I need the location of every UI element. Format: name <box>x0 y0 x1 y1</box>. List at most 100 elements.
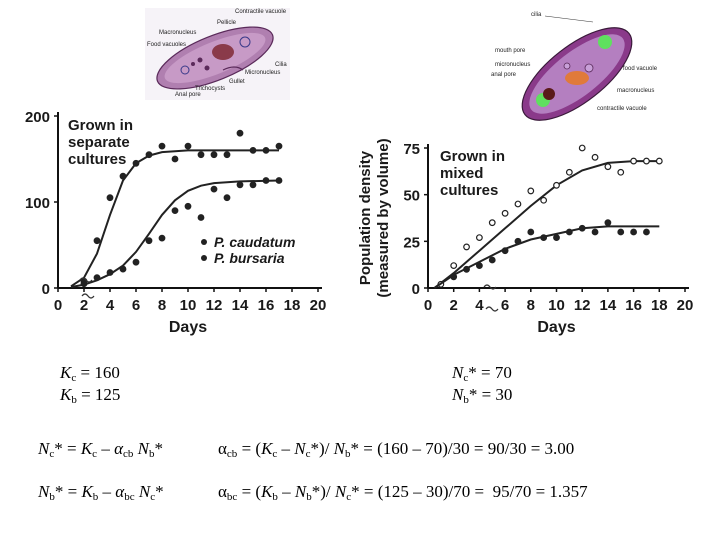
x-tick-label: 2 <box>450 297 458 314</box>
data-point-p-bursaria <box>249 181 257 189</box>
data-point-p-bursaria <box>450 273 458 281</box>
y-tick-label: 50 <box>403 188 420 205</box>
label-pellicle: Pellicle <box>217 20 237 26</box>
data-point-p-bursaria <box>488 256 496 264</box>
x-tick-label: 0 <box>424 297 432 314</box>
paramecium-bursaria-drawing <box>521 15 633 121</box>
data-point-p-bursaria <box>184 202 192 210</box>
x-tick-label: 18 <box>651 297 668 314</box>
label-macronucleus-2: macronucleus <box>617 88 655 94</box>
data-point-p-bursaria <box>80 280 88 288</box>
series-curve-p-bursaria <box>433 225 660 289</box>
data-point-p-bursaria <box>223 194 231 202</box>
data-point-p-caudatum <box>501 209 509 217</box>
data-point-p-bursaria <box>106 269 114 276</box>
x-tick-label: 10 <box>548 297 565 314</box>
x-tick-label: 2 <box>80 297 88 314</box>
y-tick-label: 0 <box>42 281 50 298</box>
x-tick-label: 8 <box>158 297 166 314</box>
x-tick-label: 4 <box>106 297 115 314</box>
data-point-p-caudatum <box>145 151 153 159</box>
y-axis-label-units: (measured by volume) <box>375 138 392 297</box>
label-gullet: Gullet <box>229 79 245 85</box>
label-micronucleus: Micronucleus <box>245 70 281 76</box>
alpha-bc-calculation: αbc = (Kb – Nb*)/ Nc* = (125 – 30)/70 = … <box>218 482 588 503</box>
data-point-p-caudatum <box>236 129 244 137</box>
data-point-p-caudatum <box>578 144 586 152</box>
legend-marker <box>201 239 207 245</box>
label-cilia-2: cilia <box>531 12 542 18</box>
data-point-p-caudatum <box>553 181 560 189</box>
data-point-p-bursaria <box>553 234 560 241</box>
label-mouth-pore: mouth pore <box>495 48 526 54</box>
label-food-vacuole: food vacuole <box>623 66 658 72</box>
data-point-p-bursaria <box>514 237 522 245</box>
data-point-p-caudatum <box>488 219 496 227</box>
data-point-p-caudatum <box>514 200 522 208</box>
x-tick-label: 16 <box>625 297 642 314</box>
x-tick-label: 12 <box>574 297 591 314</box>
data-point-p-bursaria <box>275 177 283 184</box>
x-tick-label: 20 <box>310 297 327 314</box>
y-tick-label: 100 <box>25 195 50 212</box>
axis-break-mark <box>485 306 499 312</box>
label-anal-pore: Anal pore <box>175 92 201 98</box>
data-point-p-caudatum <box>655 157 663 165</box>
y-tick-label: 200 <box>25 109 50 126</box>
data-point-p-bursaria <box>197 214 205 221</box>
x-tick-label: 18 <box>284 297 301 314</box>
series-curve-p-caudatum <box>70 149 279 288</box>
x-tick-label: 10 <box>180 297 197 314</box>
data-point-p-bursaria <box>145 237 153 245</box>
x-tick-label: 14 <box>600 297 617 314</box>
data-point-p-caudatum <box>463 243 470 251</box>
data-point-p-bursaria <box>643 228 650 236</box>
data-point-p-caudatum <box>132 159 140 167</box>
data-point-p-bursaria <box>578 224 586 232</box>
data-point-p-caudatum <box>106 194 114 202</box>
alpha-cb-calculation: αcb = (Kc – Nc*)/ Nb* = (160 – 70)/30 = … <box>218 439 575 460</box>
x-tick-label: 6 <box>501 297 509 314</box>
data-point-p-bursaria <box>210 185 218 193</box>
label-food-vacuoles: Food vacuoles <box>147 42 187 48</box>
y-tick-label: 25 <box>403 234 420 251</box>
y-tick-label: 75 <box>403 141 420 158</box>
data-point-p-bursaria <box>171 207 179 214</box>
kc-value: Kc = 160 <box>60 363 120 384</box>
x-tick-label: 14 <box>232 297 249 314</box>
x-tick-label: 16 <box>258 297 275 314</box>
nb-star-value: Nb* = 30 <box>452 385 513 406</box>
mixed-cultures-chart: 0 2 4 6 8 10 12 14 16 18 20 0 25 50 75 Days Population d… <box>357 138 693 336</box>
data-point-p-bursaria <box>475 262 483 270</box>
data-point-p-bursaria <box>93 274 101 282</box>
equilibrium-equation-nc: Nc* = Kc – αcb Nb* <box>38 439 163 460</box>
paramecium-caudatum-drawing <box>156 26 274 90</box>
label-contractile-vacuole: Contractile vacuole <box>235 9 287 15</box>
label-macronucleus: Macronucleus <box>159 30 197 36</box>
label-trichocysts: Trichocysts <box>195 86 226 92</box>
label-micronucleus-2: micronucleus <box>495 62 531 68</box>
chart-annotation-line: Grown in <box>68 117 133 134</box>
label-cilia: Cilia <box>275 62 287 68</box>
y-tick-label: 0 <box>412 281 420 298</box>
axis-break-mark <box>81 293 95 299</box>
x-axis-label: Days <box>169 319 207 336</box>
data-point-p-caudatum <box>475 234 483 241</box>
x-tick-label: 4 <box>475 297 484 314</box>
data-point-p-bursaria <box>463 265 470 273</box>
data-point-p-caudatum <box>527 187 535 195</box>
data-point-p-caudatum <box>630 157 638 165</box>
data-point-p-bursaria <box>604 219 612 227</box>
x-tick-label: 0 <box>54 297 62 314</box>
data-point-p-caudatum <box>565 168 573 176</box>
x-axis-label: Days <box>537 319 575 336</box>
legend-marker <box>201 255 207 261</box>
paramecium-bursaria-illustration: cilia mouth pore micronucleus anal pore … <box>485 8 675 130</box>
paramecium-caudatum-illustration: Contractile vacuole Pellicle Macronucleu… <box>145 8 290 100</box>
series-curve-p-caudatum <box>433 160 660 289</box>
data-point-p-caudatum <box>275 142 283 150</box>
data-point-p-bursaria <box>591 228 599 236</box>
y-axis-label-group: Population density (measured by volume) <box>357 138 392 297</box>
data-point-p-caudatum <box>540 196 548 204</box>
